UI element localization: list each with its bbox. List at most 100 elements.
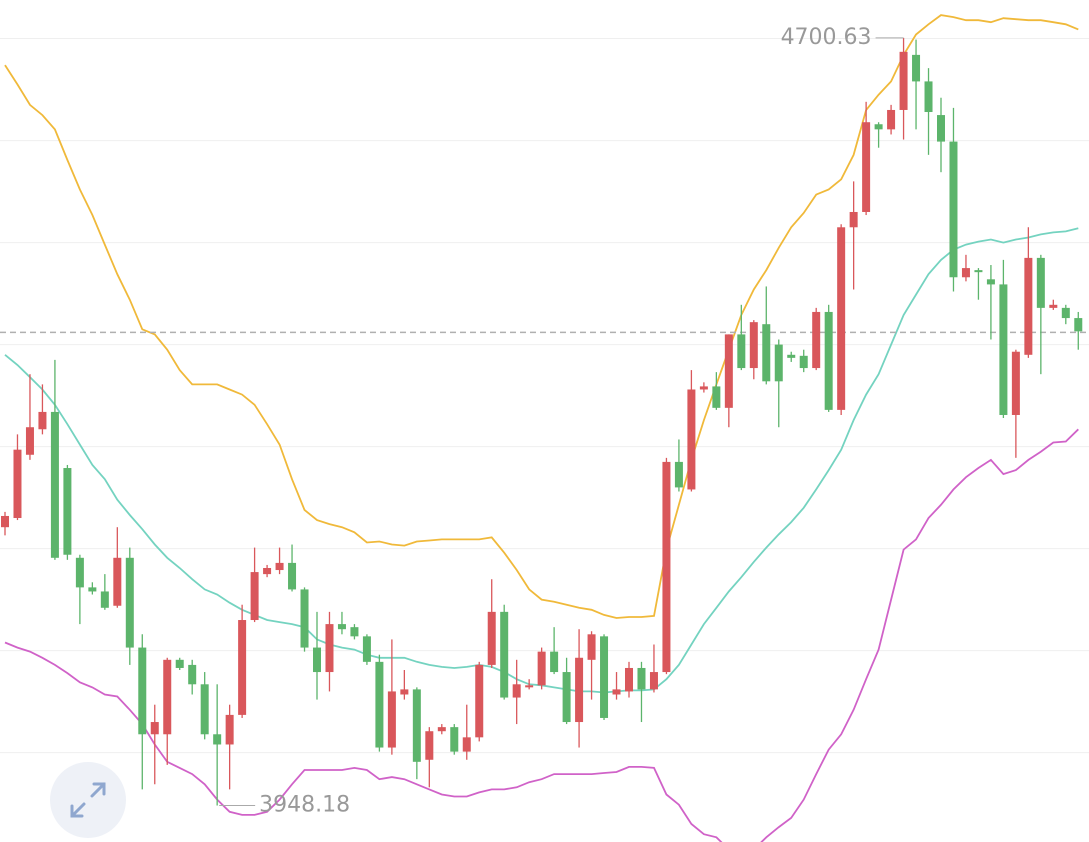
candle-body	[375, 661, 384, 748]
band-line	[4, 227, 1079, 694]
candle-body	[937, 115, 945, 142]
candle-body	[337, 624, 346, 630]
candle-body	[175, 659, 184, 668]
candle-body	[649, 672, 658, 690]
candle-body	[75, 557, 84, 588]
candle-body	[325, 624, 334, 673]
candle-body	[238, 620, 247, 715]
candle-body	[924, 81, 933, 113]
candle-body	[712, 386, 721, 408]
candle-body	[313, 647, 321, 673]
candle-body	[999, 284, 1008, 415]
candle-body	[961, 268, 970, 278]
candle-body	[625, 667, 633, 692]
candle-body	[462, 737, 471, 752]
candle-body	[1049, 304, 1058, 308]
candle-body	[288, 562, 297, 590]
candle-body	[525, 685, 534, 688]
grid	[0, 38, 1089, 754]
candle-body	[612, 689, 621, 695]
candle-body	[13, 449, 22, 519]
candle-body	[837, 227, 846, 410]
candle-body	[163, 659, 172, 735]
candle-body	[25, 427, 34, 455]
candle-body	[812, 311, 821, 369]
candle-body	[362, 636, 371, 662]
candle-body	[400, 689, 409, 695]
candle-body	[986, 279, 995, 285]
candles	[1, 37, 1083, 806]
candle-body	[138, 647, 147, 735]
candle-body	[587, 634, 596, 660]
candle-body	[38, 411, 47, 430]
candle-body	[687, 389, 696, 490]
candle-body	[887, 109, 896, 130]
candle-body	[787, 354, 796, 358]
candle-body	[300, 589, 309, 648]
candle-body	[512, 684, 521, 698]
candle-body	[1061, 307, 1070, 319]
band-line	[4, 428, 1079, 842]
candle-body	[188, 664, 197, 685]
candle-body	[250, 572, 259, 621]
annotations: 4700.63 3948.18	[219, 25, 904, 818]
candle-body	[100, 591, 109, 608]
candle-body	[600, 636, 609, 718]
candle-body	[862, 122, 871, 212]
expand-button[interactable]	[50, 762, 126, 838]
candle-body	[475, 664, 484, 738]
candle-body	[562, 672, 571, 723]
expand-icon	[70, 782, 106, 818]
candle-body	[537, 651, 546, 686]
candle-body	[824, 311, 833, 410]
candle-body	[637, 667, 646, 690]
candle-body	[1024, 257, 1033, 355]
candle-body	[1074, 318, 1083, 332]
candle-body	[724, 334, 733, 408]
candle-body	[487, 611, 496, 665]
candle-body	[774, 344, 783, 382]
candle-body	[849, 211, 858, 228]
candle-body	[225, 714, 234, 745]
candle-body	[150, 722, 159, 735]
candle-body	[799, 355, 808, 369]
candle-body	[125, 557, 134, 648]
candle-body	[699, 386, 708, 390]
candle-body	[113, 557, 122, 606]
candle-body	[550, 651, 559, 673]
candle-body	[1, 515, 9, 528]
max-label: 4700.63	[781, 25, 872, 50]
candle-body	[350, 627, 359, 637]
candle-body	[450, 727, 459, 752]
candle-body	[899, 51, 908, 110]
candle-body	[263, 567, 272, 575]
candle-body	[874, 124, 883, 130]
candle-body	[200, 684, 209, 735]
candle-body	[50, 411, 59, 558]
min-label: 3948.18	[259, 793, 350, 818]
candle-body	[575, 657, 584, 723]
candle-body	[912, 54, 921, 82]
candle-body	[387, 691, 396, 748]
candle-body	[88, 587, 97, 592]
expand-button-bg[interactable]	[50, 762, 126, 838]
candle-body	[275, 562, 284, 571]
candle-body	[737, 334, 746, 369]
candle-body	[213, 734, 222, 745]
candle-body	[437, 727, 446, 732]
candle-body	[1011, 351, 1020, 415]
candle-body	[500, 611, 509, 698]
band-line	[4, 14, 1079, 619]
candle-body	[949, 141, 958, 278]
candle-body	[63, 468, 72, 555]
candle-body	[662, 461, 671, 673]
candle-body	[749, 322, 758, 369]
candle-body	[412, 689, 421, 762]
candle-body	[425, 731, 434, 760]
candle-body	[674, 461, 683, 488]
candle-body	[762, 324, 771, 382]
candle-body	[1036, 257, 1045, 308]
candle-body	[974, 270, 983, 273]
